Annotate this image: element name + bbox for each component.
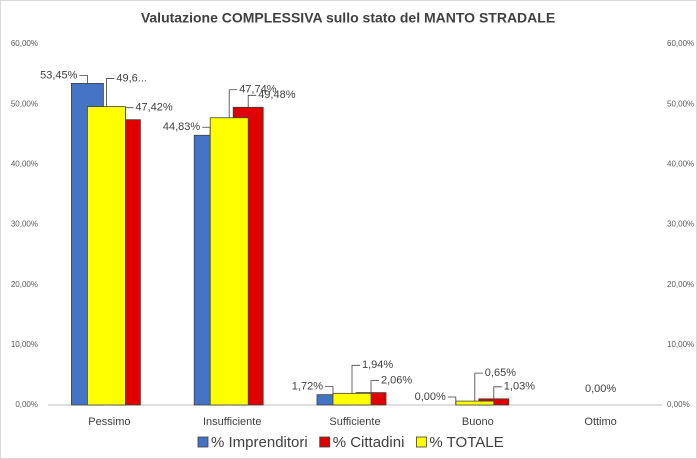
- data-label: 0,65%: [485, 367, 516, 379]
- leader-line: [106, 78, 115, 107]
- x-tick-label: Pessimo: [88, 416, 130, 428]
- y-tick-label: 60,00%: [11, 39, 38, 48]
- y-tick-label: 20,00%: [11, 280, 38, 289]
- x-tick-label: Buono: [462, 416, 494, 428]
- x-tick-label: Ottimo: [584, 416, 616, 428]
- y2-tick-label: 20,00%: [667, 280, 694, 289]
- leader-line: [351, 364, 360, 394]
- x-tick-label: Sufficiente: [329, 416, 380, 428]
- legend-swatch: [319, 436, 331, 448]
- leader-line: [447, 396, 457, 405]
- data-label: 1,72%: [292, 381, 323, 393]
- x-tick-label: Insufficiente: [203, 416, 262, 428]
- leader-line: [370, 380, 379, 393]
- leader-line: [247, 94, 257, 108]
- legend-swatch: [416, 436, 427, 448]
- bar: [332, 392, 372, 406]
- leader-line: [202, 126, 211, 136]
- data-label: 44,83%: [163, 121, 201, 133]
- y2-tick-label: 60,00%: [667, 39, 694, 48]
- data-label: 0,00%: [415, 391, 446, 403]
- y2-tick-label: 50,00%: [667, 99, 694, 108]
- y2-tick-label: 10,00%: [667, 340, 694, 349]
- y2-tick-label: 40,00%: [667, 159, 694, 168]
- y2-tick-label: 30,00%: [667, 220, 694, 229]
- legend-swatch: [197, 436, 209, 448]
- data-label: 47,74%: [239, 84, 277, 96]
- leader-line: [125, 107, 134, 120]
- y2-tick-label: 0,00%: [667, 400, 690, 409]
- y-tick-label: 40,00%: [11, 159, 38, 168]
- data-label: 53,45%: [40, 69, 78, 81]
- leader-line: [79, 75, 88, 84]
- y-tick-label: 0,00%: [15, 400, 38, 409]
- data-label: 49,6...: [116, 72, 147, 84]
- chart-title: Valutazione COMPLESSIVA sullo stato del …: [141, 10, 555, 26]
- legend-label: % Imprenditori: [211, 434, 308, 451]
- y-tick-label: 30,00%: [11, 220, 38, 229]
- data-label: 49,48%: [258, 89, 296, 101]
- leader-line: [228, 89, 238, 118]
- bar: [209, 117, 249, 406]
- data-label: 1,03%: [504, 381, 535, 393]
- data-label: 47,42%: [135, 102, 173, 114]
- data-label: 1,94%: [362, 359, 393, 371]
- leader-line: [474, 372, 483, 402]
- legend-label: % Cittadini: [333, 434, 405, 451]
- bar: [455, 400, 495, 406]
- y-tick-label: 50,00%: [11, 99, 38, 108]
- data-label: 0,00%: [585, 383, 616, 395]
- legend-label: % TOTALE: [429, 434, 503, 451]
- leader-line: [325, 386, 334, 395]
- y-tick-label: 10,00%: [11, 340, 38, 349]
- leader-line: [493, 386, 502, 399]
- data-label: 2,06%: [381, 375, 412, 387]
- bar: [87, 106, 126, 406]
